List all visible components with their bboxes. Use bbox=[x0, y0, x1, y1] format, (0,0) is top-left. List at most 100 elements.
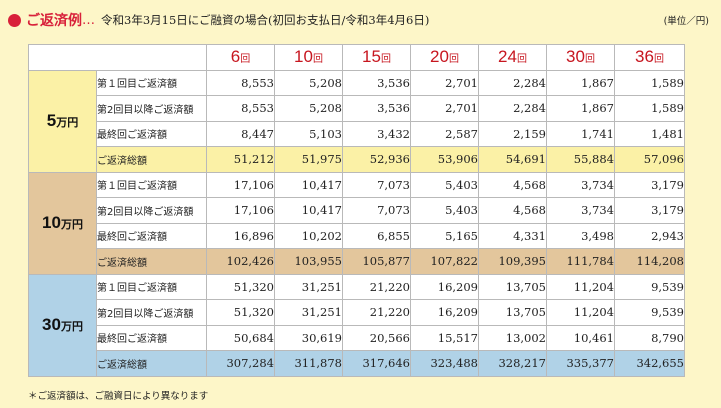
amount-cell: 103,955 bbox=[274, 248, 343, 275]
amount-cell: 1,741 bbox=[546, 120, 615, 147]
row-label: ご返済総額 bbox=[96, 350, 207, 377]
amount-cell: 8,553 bbox=[206, 69, 275, 96]
amount-cell: 52,936 bbox=[342, 146, 411, 173]
amount-cell: 55,884 bbox=[546, 146, 615, 173]
amount-cell: 3,536 bbox=[342, 69, 411, 96]
amount-cell: 17,106 bbox=[206, 197, 275, 224]
amount-cell: 323,488 bbox=[410, 350, 479, 377]
table-row: 5万円 第１回目ご返済額 8,553 5,208 3,536 2,701 2,284 1,86… bbox=[28, 69, 685, 173]
term-header: 36回 bbox=[614, 44, 685, 71]
amount-cell: 109,395 bbox=[478, 248, 547, 275]
header: ご返済例 … 令和3年3月15日にご融資の場合(初回お支払日/令和3年4月6日)… bbox=[8, 6, 713, 34]
amount-cell: 114,208 bbox=[614, 248, 685, 275]
row-label: 第2回目以降ご返済額 bbox=[96, 299, 207, 326]
amount-cell: 4,331 bbox=[478, 222, 547, 249]
total-row: ご返済総額 307,284 311,878 317,646 323,488 328,217… bbox=[29, 350, 685, 377]
row-label: 最終回ご返済額 bbox=[96, 120, 207, 147]
amount-cell: 5,208 bbox=[274, 95, 343, 122]
amount-cell: 5,208 bbox=[274, 69, 343, 96]
loan-amount-cell: 10万円 bbox=[28, 171, 97, 275]
amount-cell: 51,320 bbox=[206, 299, 275, 326]
amount-cell: 3,432 bbox=[342, 120, 411, 147]
amount-cell: 31,251 bbox=[274, 273, 343, 300]
amount-cell: 6,855 bbox=[342, 222, 411, 249]
loan-amount-value: 5 bbox=[46, 111, 57, 130]
amount-cell: 51,320 bbox=[206, 273, 275, 300]
amount-cell: 30,619 bbox=[274, 324, 343, 351]
row-label: ご返済総額 bbox=[96, 248, 207, 275]
amount-cell: 105,877 bbox=[342, 248, 411, 275]
amount-cell: 3,734 bbox=[546, 171, 615, 198]
amount-cell: 53,906 bbox=[410, 146, 479, 173]
amount-cell: 2,159 bbox=[478, 120, 547, 147]
amount-cell: 2,284 bbox=[478, 95, 547, 122]
amount-cell: 17,106 bbox=[206, 171, 275, 198]
amount-cell: 5,165 bbox=[410, 222, 479, 249]
table-row: 最終回ご返済額 16,896 10,202 6,855 5,165 4,331 3,498 2… bbox=[29, 222, 685, 249]
unit-label: (単位／円) bbox=[663, 16, 709, 27]
table-row: 第2回目以降ご返済額 51,320 31,251 21,220 16,209 13,705… bbox=[29, 299, 685, 326]
loan-amount-unit: 万円 bbox=[56, 117, 79, 129]
amount-cell: 20,566 bbox=[342, 324, 411, 351]
amount-cell: 317,646 bbox=[342, 350, 411, 377]
amount-cell: 2,943 bbox=[614, 222, 685, 249]
amount-cell: 21,220 bbox=[342, 273, 411, 300]
amount-cell: 5,403 bbox=[410, 197, 479, 224]
amount-cell: 57,096 bbox=[614, 146, 685, 173]
amount-cell: 54,691 bbox=[478, 146, 547, 173]
repayment-table: 6回 10回 15回 20回 24回 30回 36回 5万円 第１回目ご返済額 8,… bbox=[28, 44, 685, 377]
title-ellipsis: … bbox=[82, 12, 95, 28]
loan-group-10man: 10万円 第１回目ご返済額 17,106 10,417 7,073 5,403 4,568 3… bbox=[28, 171, 685, 275]
amount-cell: 11,204 bbox=[546, 273, 615, 300]
term-header: 6回 bbox=[206, 44, 275, 71]
total-row: ご返済総額 51,212 51,975 52,936 53,906 54,691 55,88… bbox=[29, 146, 685, 173]
table-row: 第2回目以降ご返済額 8,553 5,208 3,536 2,701 2,284 1,867… bbox=[29, 95, 685, 122]
amount-cell: 311,878 bbox=[274, 350, 343, 377]
amount-cell: 50,684 bbox=[206, 324, 275, 351]
amount-cell: 342,655 bbox=[614, 350, 685, 377]
term-header: 24回 bbox=[478, 44, 547, 71]
bullet-icon bbox=[8, 13, 21, 27]
amount-cell: 8,790 bbox=[614, 324, 685, 351]
loan-amount-value: 10 bbox=[42, 213, 61, 232]
amount-cell: 16,209 bbox=[410, 273, 479, 300]
amount-cell: 51,212 bbox=[206, 146, 275, 173]
row-label: ご返済総額 bbox=[96, 146, 207, 173]
amount-cell: 307,284 bbox=[206, 350, 275, 377]
loan-amount-cell: 30万円 bbox=[28, 273, 97, 377]
amount-cell: 107,822 bbox=[410, 248, 479, 275]
amount-cell: 13,705 bbox=[478, 273, 547, 300]
row-label: 最終回ご返済額 bbox=[96, 222, 207, 249]
row-label: 最終回ご返済額 bbox=[96, 324, 207, 351]
amount-cell: 1,589 bbox=[614, 69, 685, 96]
loan-amount-value: 30 bbox=[42, 315, 61, 334]
table-row: 最終回ご返済額 50,684 30,619 20,566 15,517 13,002 10,… bbox=[29, 324, 685, 351]
amount-cell: 7,073 bbox=[342, 197, 411, 224]
amount-cell: 111,784 bbox=[546, 248, 615, 275]
amount-cell: 15,517 bbox=[410, 324, 479, 351]
amount-cell: 3,498 bbox=[546, 222, 615, 249]
row-label: 第１回目ご返済額 bbox=[96, 69, 207, 96]
table-row: 10万円 第１回目ご返済額 17,106 10,417 7,073 5,403 4,568 3… bbox=[28, 171, 685, 275]
amount-cell: 2,701 bbox=[410, 69, 479, 96]
amount-cell: 1,481 bbox=[614, 120, 685, 147]
page-title: ご返済例 bbox=[26, 13, 82, 29]
amount-cell: 9,539 bbox=[614, 273, 685, 300]
table-row: 第2回目以降ご返済額 17,106 10,417 7,073 5,403 4,568 3,7… bbox=[29, 197, 685, 224]
term-header: 10回 bbox=[274, 44, 343, 71]
term-header: 20回 bbox=[410, 44, 479, 71]
amount-cell: 3,734 bbox=[546, 197, 615, 224]
loan-amount-unit: 万円 bbox=[60, 219, 83, 231]
amount-cell: 335,377 bbox=[546, 350, 615, 377]
loan-date-note: 令和3年3月15日にご融資の場合(初回お支払日/令和3年4月6日) bbox=[101, 13, 430, 27]
amount-cell: 4,568 bbox=[478, 197, 547, 224]
amount-cell: 3,536 bbox=[342, 95, 411, 122]
amount-cell: 10,417 bbox=[274, 197, 343, 224]
table-corner bbox=[28, 44, 207, 71]
amount-cell: 7,073 bbox=[342, 171, 411, 198]
row-label: 第１回目ご返済額 bbox=[96, 171, 207, 198]
term-header-row: 6回 10回 15回 20回 24回 30回 36回 bbox=[28, 44, 685, 71]
amount-cell: 11,204 bbox=[546, 299, 615, 326]
amount-cell: 16,896 bbox=[206, 222, 275, 249]
loan-group-30man: 30万円 第１回目ご返済額 51,320 31,251 21,220 16,209 13,7… bbox=[28, 273, 685, 377]
